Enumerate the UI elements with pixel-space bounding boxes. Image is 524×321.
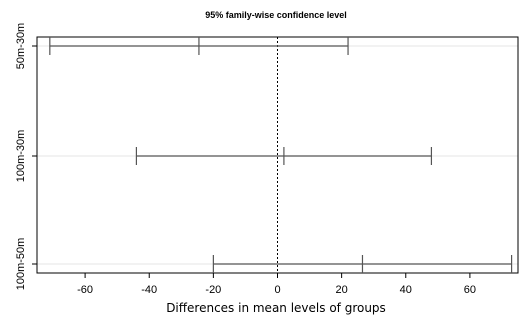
x-tick-label: -20 (205, 284, 221, 296)
x-tick-label: -40 (141, 284, 157, 296)
interval-100m-50m (212, 255, 513, 273)
y-axis: 50m-30m 100m-30m 100m-50m (15, 23, 37, 291)
x-tick-label: 40 (400, 284, 412, 296)
x-tick-label: -60 (77, 284, 93, 296)
confidence-intervals (49, 37, 513, 273)
y-tick-label: 100m-50m (15, 238, 27, 291)
interval-50m-30m (49, 37, 349, 55)
x-tick-label: 20 (336, 284, 348, 296)
interval-100m-30m (135, 147, 433, 165)
x-tick-label: 0 (274, 284, 280, 296)
chart-title: 95% family-wise confidence level (205, 10, 347, 20)
x-axis: -60 -40 -20 0 20 40 60 (77, 273, 476, 296)
y-tick-label: 100m-30m (15, 130, 27, 183)
y-tick-label: 50m-30m (15, 23, 27, 69)
x-axis-title: Differences in mean levels of groups (166, 301, 386, 315)
x-tick-label: 60 (464, 284, 476, 296)
